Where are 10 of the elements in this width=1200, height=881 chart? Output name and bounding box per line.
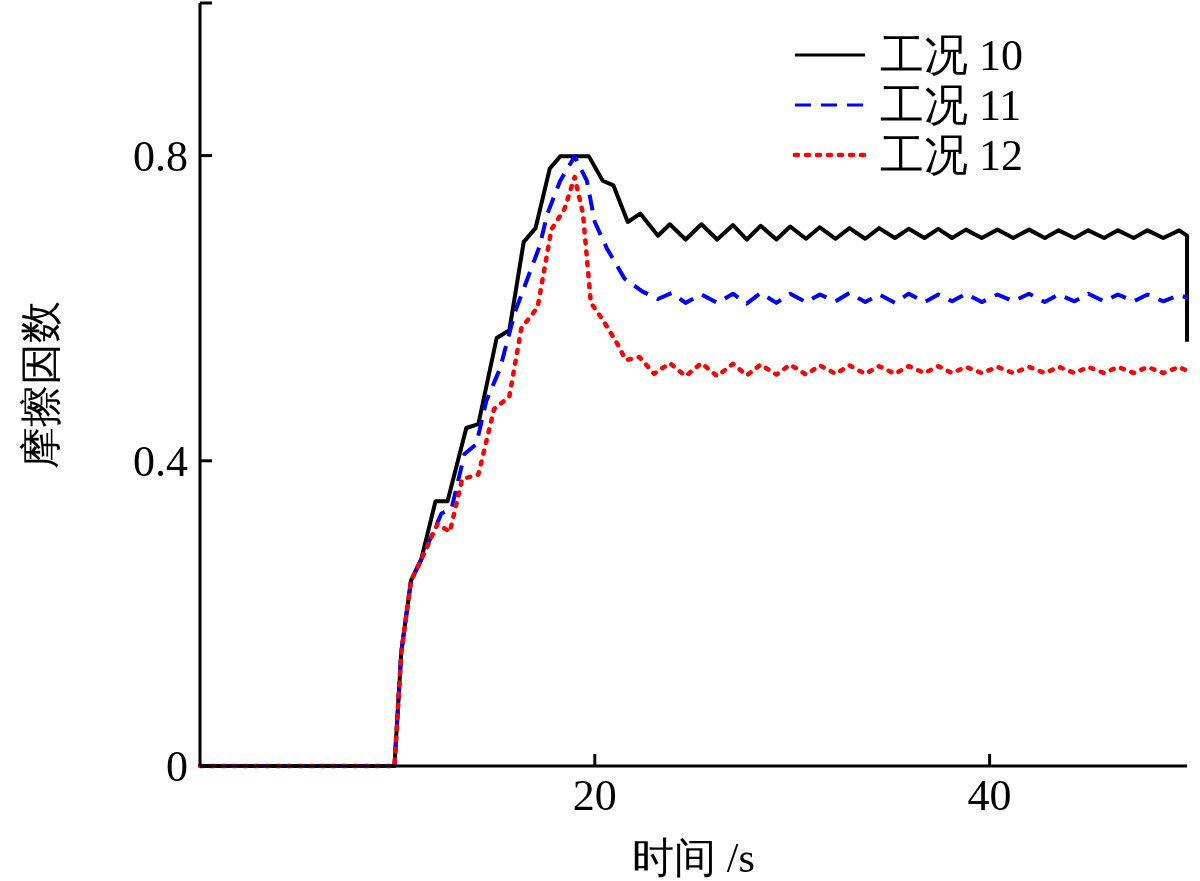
x-tick-label: 20: [572, 771, 617, 820]
legend-label: 工况 12: [880, 131, 1023, 181]
x-tick-label: 40: [967, 771, 1012, 820]
legend-label: 工况 10: [880, 31, 1023, 81]
x-axis-title: 时间 /s: [632, 835, 755, 881]
y-tick-label: 0.8: [133, 132, 188, 181]
y-tick-label: 0.4: [133, 437, 188, 487]
y-tick-label: 0: [166, 742, 188, 792]
legend-label: 工况 11: [880, 81, 1022, 131]
y-axis-title: 摩擦因数: [18, 300, 64, 469]
